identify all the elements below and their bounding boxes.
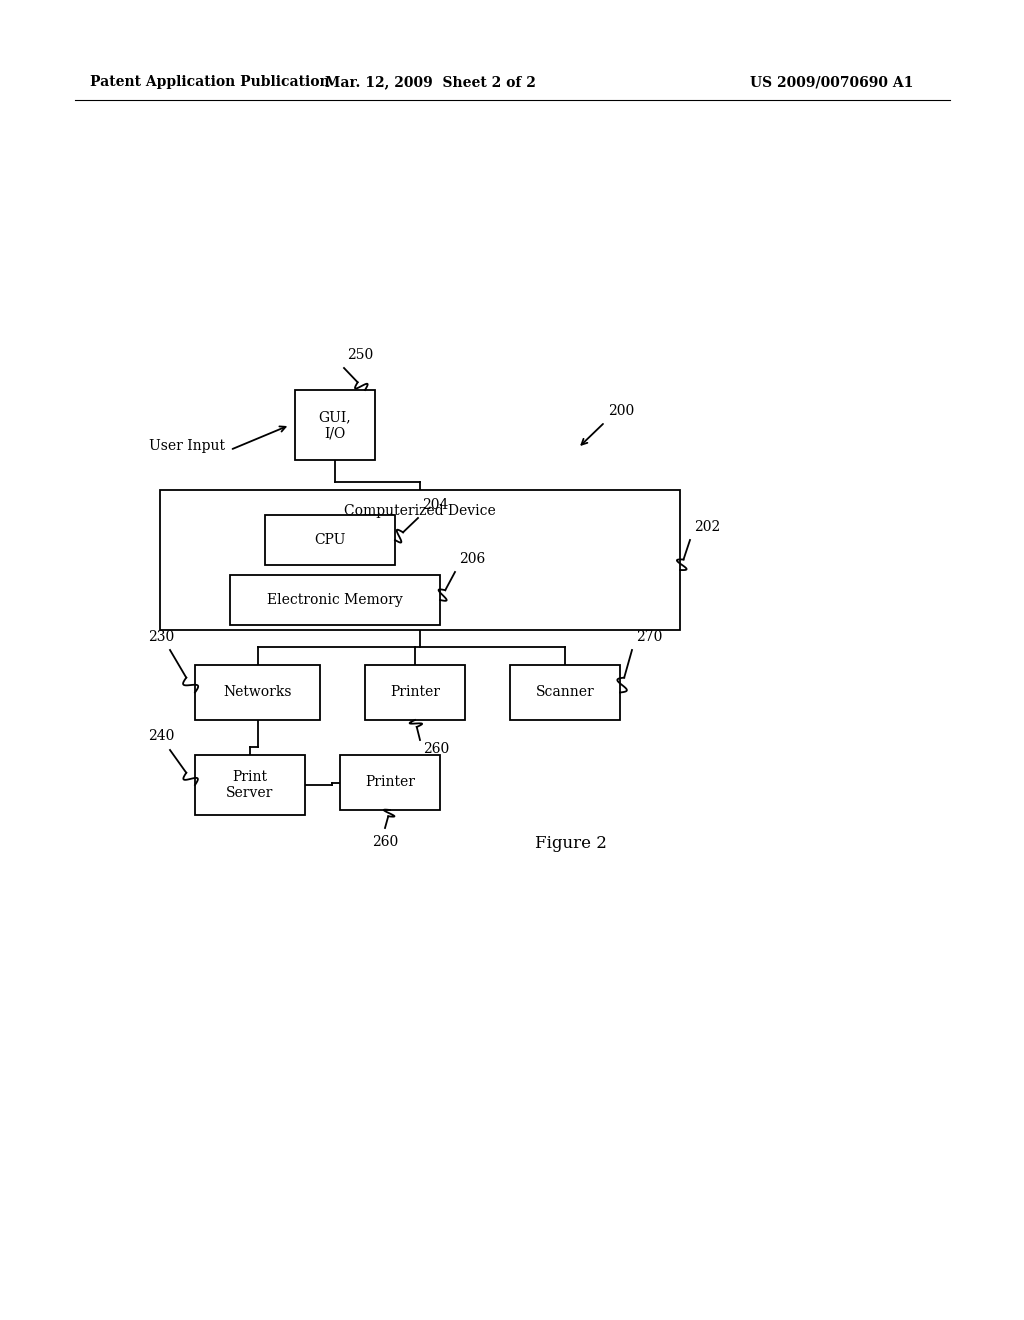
Text: Mar. 12, 2009  Sheet 2 of 2: Mar. 12, 2009 Sheet 2 of 2 (325, 75, 536, 88)
Text: 270: 270 (636, 630, 663, 644)
Text: User Input: User Input (150, 440, 225, 453)
Text: Networks: Networks (223, 685, 292, 700)
Bar (195, 755, 305, 814)
Bar (365, 665, 465, 719)
Text: Figure 2: Figure 2 (535, 836, 607, 851)
Text: 204: 204 (422, 498, 449, 512)
Bar (230, 576, 440, 624)
Text: Electronic Memory: Electronic Memory (267, 593, 402, 607)
Text: GUI,
I/O: GUI, I/O (318, 411, 351, 440)
Bar (295, 389, 375, 459)
Bar (510, 665, 620, 719)
Text: 200: 200 (608, 404, 634, 418)
Text: Printer: Printer (365, 776, 415, 789)
Text: 202: 202 (694, 520, 720, 535)
Text: 260: 260 (372, 836, 398, 849)
Text: 240: 240 (148, 729, 174, 743)
Text: CPU: CPU (314, 533, 346, 546)
Bar (340, 755, 440, 810)
Text: Printer: Printer (390, 685, 440, 700)
Text: 230: 230 (148, 630, 174, 644)
Text: Scanner: Scanner (536, 685, 594, 700)
Text: Computerized Device: Computerized Device (344, 504, 496, 517)
Bar (265, 515, 395, 565)
Text: US 2009/0070690 A1: US 2009/0070690 A1 (750, 75, 913, 88)
Text: 206: 206 (459, 552, 485, 566)
Text: Patent Application Publication: Patent Application Publication (90, 75, 330, 88)
Text: Print
Server: Print Server (226, 770, 273, 800)
Bar (195, 665, 319, 719)
Text: 250: 250 (347, 348, 374, 362)
Text: 260: 260 (423, 742, 450, 756)
Bar (160, 490, 680, 630)
